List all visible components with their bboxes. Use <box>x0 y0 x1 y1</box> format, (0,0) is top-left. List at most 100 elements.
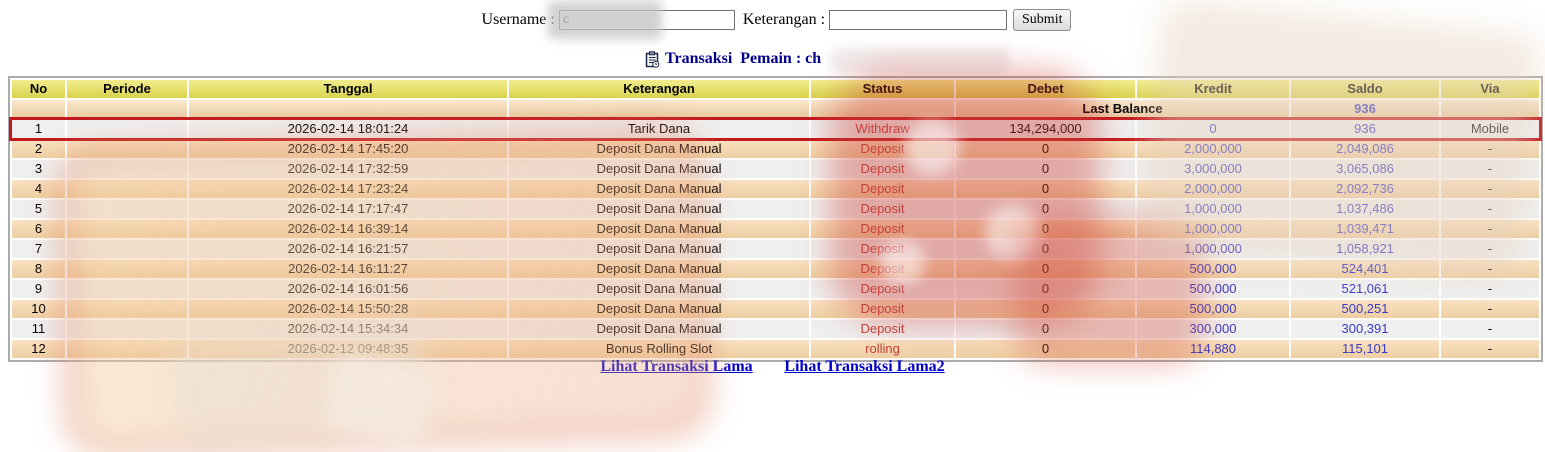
cell-tanggal <box>189 100 507 118</box>
username-label: Username : <box>481 11 555 28</box>
cell-keterangan <box>509 100 809 118</box>
cell-keterangan: Deposit Dana Manual <box>509 280 809 298</box>
cell-debet: 0 <box>956 300 1135 318</box>
submit-button[interactable]: Submit <box>1013 9 1072 31</box>
cell-periode <box>67 260 187 278</box>
cell-keterangan: Deposit Dana Manual <box>509 240 809 258</box>
cell-no: 1 <box>12 120 65 138</box>
cell-status: Deposit <box>811 280 954 298</box>
cell-kredit: 0 <box>1137 120 1289 138</box>
cell-kredit: 300,000 <box>1137 320 1289 338</box>
cell-debet: 0 <box>956 280 1135 298</box>
cell-periode <box>67 160 187 178</box>
table-row: 9 2026-02-14 16:01:56 Deposit Dana Manual D… <box>12 280 1539 298</box>
table-row: 6 2026-02-14 16:39:14 Deposit Dana Manual D… <box>12 220 1539 238</box>
cell-saldo: 524,401 <box>1291 260 1439 278</box>
cell-no: 2 <box>12 140 65 158</box>
cell-kredit: 1,000,000 <box>1137 220 1289 238</box>
cell-keterangan: Bonus Rolling Slot <box>509 340 809 358</box>
cell-keterangan: Deposit Dana Manual <box>509 320 809 338</box>
cell-via: - <box>1441 180 1539 198</box>
cell-via: - <box>1441 140 1539 158</box>
table-row: 1 2026-02-14 18:01:24 Tarik Dana Withdraw 13… <box>9 117 1542 141</box>
cell-no: 9 <box>12 280 65 298</box>
cell-status: Deposit <box>811 240 954 258</box>
table-row: 3 2026-02-14 17:32:59 Deposit Dana Manual D… <box>12 160 1539 178</box>
cell-keterangan: Deposit Dana Manual <box>509 260 809 278</box>
cell-via: - <box>1441 280 1539 298</box>
cell-tanggal: 2026-02-14 16:39:14 <box>189 220 507 238</box>
cell-periode <box>67 140 187 158</box>
column-header-no: No <box>12 80 65 98</box>
cell-tanggal: 2026-02-14 18:01:24 <box>189 120 507 138</box>
clipboard-icon <box>645 50 660 68</box>
cell-tanggal: 2026-02-14 15:50:28 <box>189 300 507 318</box>
cell-kredit: 500,000 <box>1137 300 1289 318</box>
page-title-text: Transaksi Pemain : ch <box>665 50 822 67</box>
cell-status: Deposit <box>811 180 954 198</box>
cell-no <box>12 100 65 118</box>
table-header-row: No Periode Tanggal Keterangan Status Debet Kre… <box>12 80 1539 98</box>
cell-kredit: 2,000,000 <box>1137 180 1289 198</box>
cell-periode <box>67 200 187 218</box>
link-lihat-transaksi-lama2[interactable]: Lihat Transaksi Lama2 <box>784 358 945 375</box>
link-lihat-transaksi-lama[interactable]: Lihat Transaksi Lama <box>600 358 753 375</box>
cell-keterangan: Deposit Dana Manual <box>509 160 809 178</box>
cell-periode <box>67 240 187 258</box>
cell-periode <box>67 180 187 198</box>
cell-saldo: 1,037,486 <box>1291 200 1439 218</box>
cell-periode <box>67 320 187 338</box>
cell-saldo: 936 <box>1291 120 1439 138</box>
column-header-debet: Debet <box>956 80 1135 98</box>
cell-kredit: 500,000 <box>1137 280 1289 298</box>
cell-status: Deposit <box>811 320 954 338</box>
table-row: 5 2026-02-14 17:17:47 Deposit Dana Manual D… <box>12 200 1539 218</box>
cell-saldo: 500,251 <box>1291 300 1439 318</box>
cell-periode <box>67 300 187 318</box>
cell-keterangan: Deposit Dana Manual <box>509 180 809 198</box>
username-input[interactable] <box>558 10 735 30</box>
cell-periode <box>67 340 187 358</box>
keterangan-input[interactable] <box>829 10 1008 30</box>
cell-no: 10 <box>12 300 65 318</box>
cell-status: Deposit <box>811 220 954 238</box>
column-header-tanggal: Tanggal <box>189 80 507 98</box>
cell-debet: 0 <box>956 240 1135 258</box>
table-row: 12 2026-02-12 09:48:35 Bonus Rolling Slot r… <box>12 340 1539 358</box>
cell-via: - <box>1441 240 1539 258</box>
cell-via: - <box>1441 300 1539 318</box>
filter-form: Username : Keterangan : Submit <box>0 6 1545 34</box>
cell-saldo: 1,039,471 <box>1291 220 1439 238</box>
cell-periode <box>67 280 187 298</box>
cell-tanggal: 2026-02-14 17:23:24 <box>189 180 507 198</box>
cell-saldo: 521,061 <box>1291 280 1439 298</box>
last-balance-value[interactable]: 936 <box>1291 100 1439 118</box>
transactions-table-wrap: No Periode Tanggal Keterangan Status Debet Kre… <box>8 76 1543 362</box>
cell-status: Withdraw <box>811 120 954 138</box>
transactions-table: No Periode Tanggal Keterangan Status Debet Kre… <box>8 76 1543 362</box>
cell-status: Deposit <box>811 140 954 158</box>
cell-keterangan: Tarik Dana <box>509 120 809 138</box>
cell-via: - <box>1441 320 1539 338</box>
cell-tanggal: 2026-02-14 17:32:59 <box>189 160 507 178</box>
cell-status: Deposit <box>811 300 954 318</box>
cell-tanggal: 2026-02-14 17:45:20 <box>189 140 507 158</box>
cell-no: 8 <box>12 260 65 278</box>
cell-no: 5 <box>12 200 65 218</box>
column-header-kredit: Kredit <box>1137 80 1289 98</box>
table-row: 11 2026-02-14 15:34:34 Deposit Dana Manual… <box>12 320 1539 338</box>
cell-periode <box>67 120 187 138</box>
column-header-keterangan: Keterangan <box>509 80 809 98</box>
cell-keterangan: Deposit Dana Manual <box>509 300 809 318</box>
cell-debet: 0 <box>956 200 1135 218</box>
cell-kredit: 2,000,000 <box>1137 140 1289 158</box>
cell-via <box>1441 100 1539 118</box>
table-row: 10 2026-02-14 15:50:28 Deposit Dana Manual… <box>12 300 1539 318</box>
cell-status: rolling <box>811 340 954 358</box>
cell-via: - <box>1441 260 1539 278</box>
cell-tanggal: 2026-02-14 17:17:47 <box>189 200 507 218</box>
cell-status: Deposit <box>811 200 954 218</box>
cell-saldo: 2,092,736 <box>1291 180 1439 198</box>
cell-kredit: 1,000,000 <box>1137 240 1289 258</box>
column-header-periode: Periode <box>67 80 187 98</box>
